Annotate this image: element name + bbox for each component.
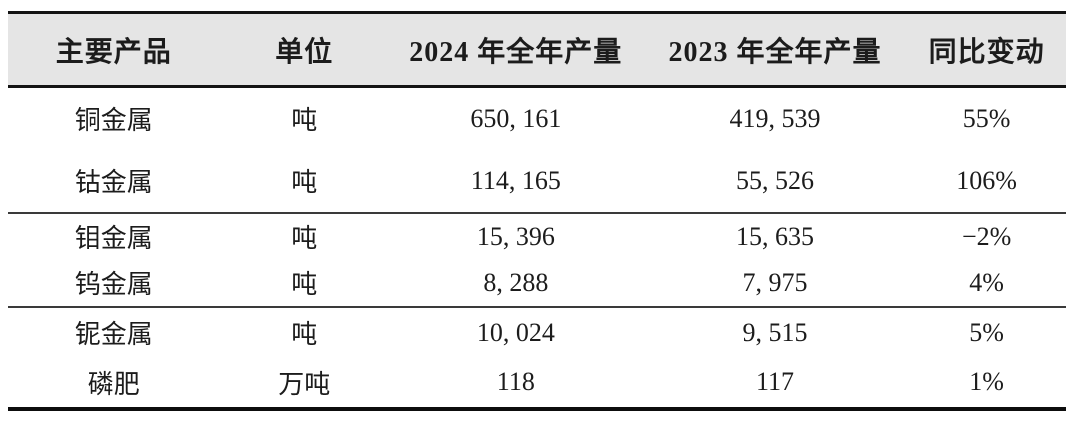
cell-2023: 117 xyxy=(755,367,795,396)
table-header: 主要产品 单位 2024 年全年产量 2023 年全年产量 同比变动 xyxy=(8,12,1066,88)
cell-2024: 8, 288 xyxy=(388,259,643,308)
cell-yoy: 1% xyxy=(969,367,1004,396)
cell-product: 铌金属 xyxy=(74,320,153,349)
cell-2023: 15, 635 xyxy=(736,221,815,251)
table-row-copper: 铜金属 吨 650, 161 419, 539 55% xyxy=(8,87,1066,150)
cell-product: 铜金属 xyxy=(74,106,153,136)
cell-2024: 10, 024 xyxy=(476,317,555,347)
table-row-cobalt: 钴金属 吨 114, 165 55, 526 106% xyxy=(8,149,1066,214)
cell-2023: 7, 975 xyxy=(642,259,908,308)
cell-yoy: 106% xyxy=(907,149,1066,214)
header-cell-product: 主要产品 xyxy=(8,12,220,88)
header-cell-yoy: 同比变动 xyxy=(907,12,1066,88)
cell-2023: 55, 526 xyxy=(642,149,908,214)
cell-product: 磷肥 xyxy=(87,369,140,399)
cell-2024: 118 xyxy=(496,367,535,396)
cell-yoy: 5% xyxy=(969,317,1004,347)
header-cell-2024: 2024 年全年产量 xyxy=(388,12,643,88)
table-row-phosphate: 磷肥 万吨 118 117 1% xyxy=(8,358,1066,409)
cell-2023: 419, 539 xyxy=(729,103,821,133)
cell-product: 钴金属 xyxy=(8,149,220,214)
header-cell-unit: 单位 xyxy=(219,12,389,88)
cell-unit: 吨 xyxy=(291,320,318,349)
cell-unit: 吨 xyxy=(219,149,389,214)
cell-unit: 吨 xyxy=(291,224,318,253)
table-row-niobium: 铌金属 吨 10, 024 9, 515 5% xyxy=(8,307,1066,358)
cell-yoy: 55% xyxy=(962,103,1011,133)
cell-2023: 9, 515 xyxy=(742,317,808,347)
cell-2024: 650, 161 xyxy=(470,103,562,133)
header-cell-2023: 2023 年全年产量 xyxy=(642,12,908,88)
cell-unit: 吨 xyxy=(219,259,389,308)
cell-product: 钼金属 xyxy=(74,224,153,253)
cell-yoy: −2% xyxy=(961,221,1012,251)
cell-2024: 15, 396 xyxy=(476,221,555,251)
table-body: 铜金属 吨 650, 161 419, 539 55% 钴金属 吨 114, 1… xyxy=(8,87,1066,409)
cell-unit: 吨 xyxy=(291,106,318,136)
cell-2024: 114, 165 xyxy=(388,149,643,214)
cell-unit: 万吨 xyxy=(278,369,331,399)
production-table: 主要产品 单位 2024 年全年产量 2023 年全年产量 同比变动 铜金属 吨… xyxy=(8,11,1066,411)
table-row-tungsten: 钨金属 吨 8, 288 7, 975 4% xyxy=(8,259,1066,308)
cell-product: 钨金属 xyxy=(8,259,220,308)
table-row-molybdenum: 钼金属 吨 15, 396 15, 635 −2% xyxy=(8,213,1066,260)
header-row: 主要产品 单位 2024 年全年产量 2023 年全年产量 同比变动 xyxy=(8,12,1066,88)
cell-yoy: 4% xyxy=(907,259,1066,308)
